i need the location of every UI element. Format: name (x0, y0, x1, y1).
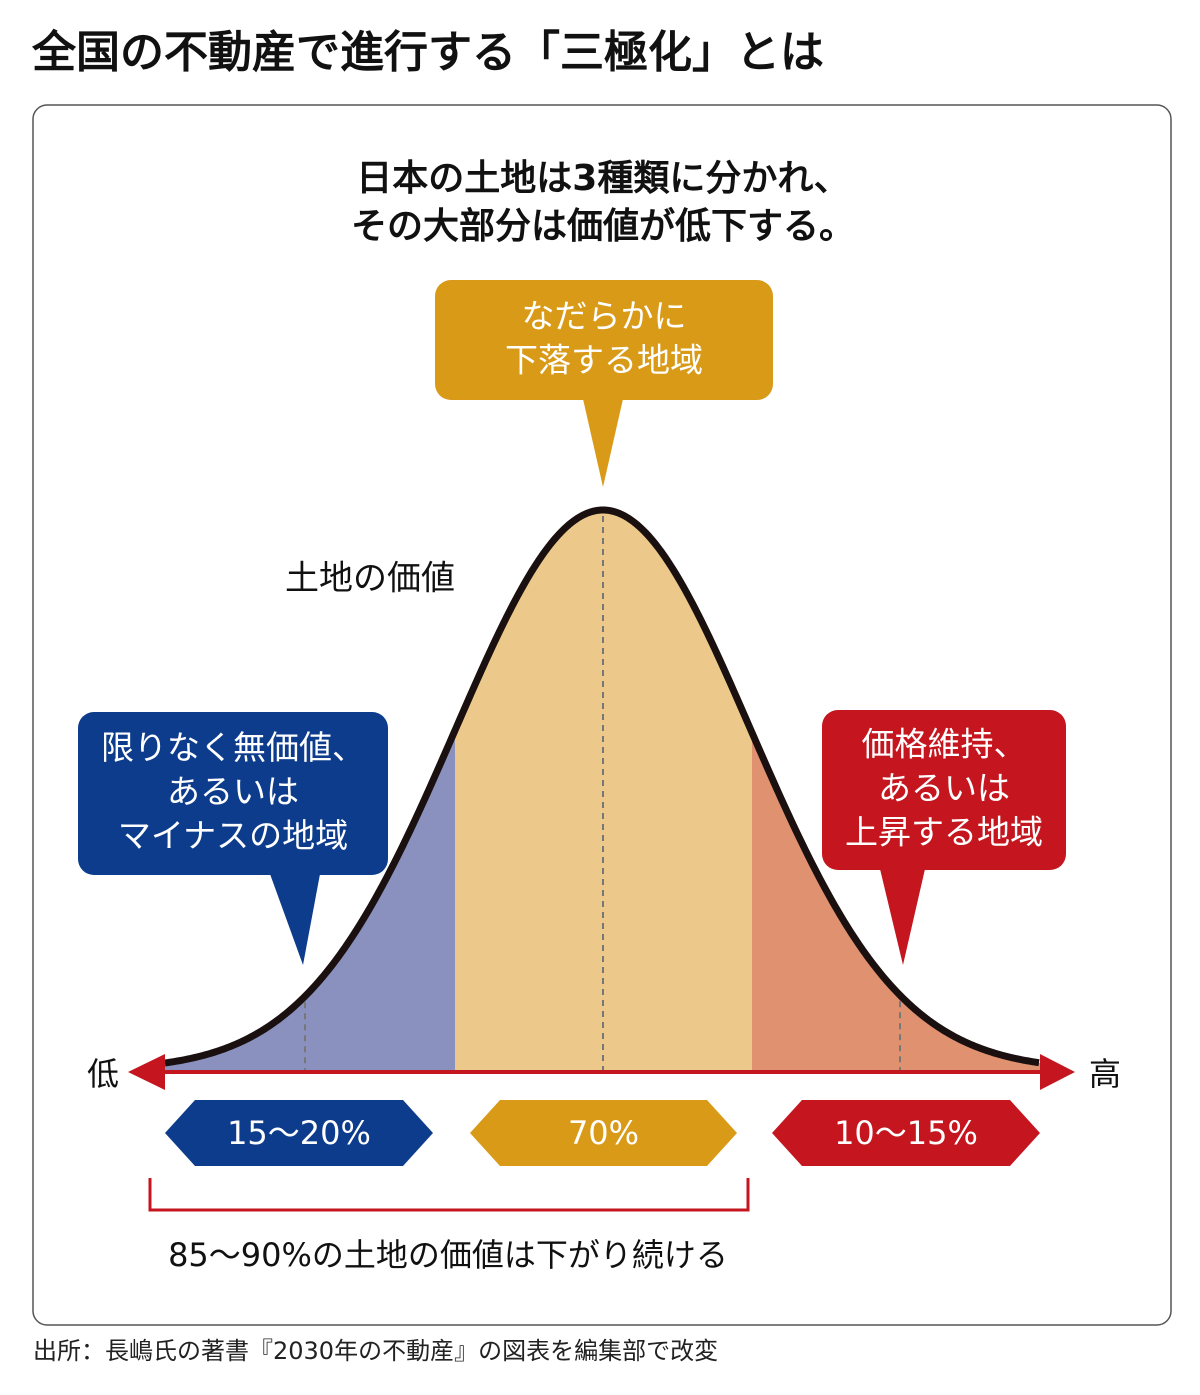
callout-text: 価格維持、 (862, 725, 1027, 764)
callout-pointer (270, 874, 320, 965)
callout-text: マイナスの地域 (118, 816, 348, 855)
subtitle: その大部分は価値が低下する。 (351, 206, 855, 247)
axis-low: 低 (87, 1055, 119, 1093)
percent-tag (772, 1100, 1040, 1166)
area (752, 732, 1040, 1070)
percent-label: 70% (568, 1114, 639, 1152)
callout-text: 上昇する地域 (845, 813, 1043, 852)
curve-group (164, 506, 1040, 1070)
callout-text: あるいは (167, 772, 299, 811)
curve (164, 506, 1040, 1067)
callout-text: 限りなく無価値、 (101, 728, 365, 767)
callout-text: なだらかに (522, 297, 687, 336)
callout-pointer (880, 869, 925, 965)
source: 出所：長嶋氏の著書『2030年の不動産』の図表を編集部で改変 (33, 1337, 718, 1365)
callout-box (822, 710, 1066, 870)
subtitle: 日本の土地は3種類に分かれ、 (356, 158, 849, 199)
curve-label: 土地の価値 (285, 559, 455, 599)
area (455, 510, 752, 1070)
percent-label: 15〜20% (227, 1114, 371, 1152)
callout-box (78, 712, 388, 875)
callout-text: あるいは (878, 769, 1010, 808)
callout-text: 下落する地域 (505, 341, 703, 380)
bracket (148, 1178, 750, 1212)
arrow-left (128, 1054, 165, 1090)
percent-tag (470, 1100, 737, 1166)
percent-label: 10〜15% (834, 1114, 978, 1152)
area (165, 730, 455, 1070)
title: 全国の不動産で進行する「三極化」とは (31, 27, 824, 78)
callout-box (435, 280, 773, 400)
percent-tag (165, 1100, 433, 1166)
callout-pointer (583, 399, 623, 487)
bracket-label: 85〜90%の土地の価値は下がり続ける (168, 1236, 728, 1274)
frame (32, 104, 1172, 1326)
arrow-right (1040, 1054, 1075, 1090)
axis-high: 高 (1089, 1055, 1121, 1093)
